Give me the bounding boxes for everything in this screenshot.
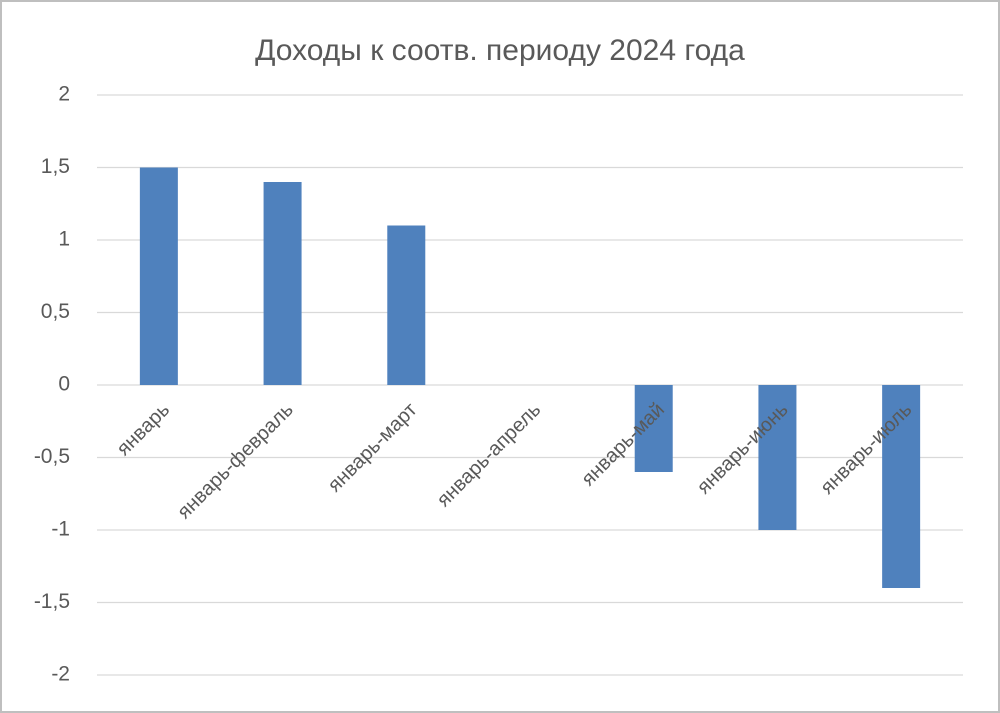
bar [882, 385, 921, 588]
y-tick-label: -0,5 [34, 445, 70, 468]
y-tick-label: 1,5 [41, 155, 70, 178]
y-tick-label: -1,5 [34, 590, 70, 613]
bar [758, 385, 797, 530]
bar [139, 167, 178, 385]
bar [387, 225, 426, 385]
y-tick-label: 0 [58, 373, 70, 396]
bar [634, 385, 673, 472]
y-tick-label: 2 [58, 83, 70, 106]
y-tick-label: 1 [58, 228, 70, 251]
bar [263, 182, 302, 385]
chart-title: Доходы к соотв. периоду 2024 года [255, 34, 745, 67]
y-tick-label: 0,5 [41, 300, 70, 323]
y-tick-label: -1 [51, 518, 70, 541]
y-tick-label: -2 [51, 663, 70, 686]
